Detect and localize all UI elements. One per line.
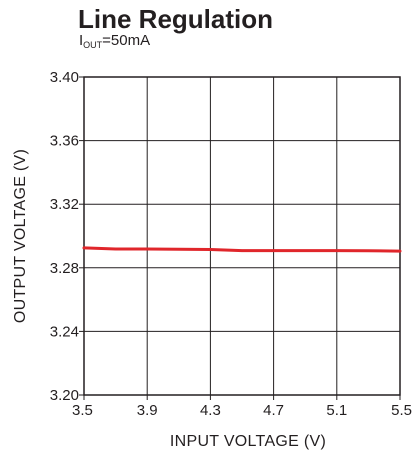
- chart-subtitle: IOUT=50mA: [79, 33, 150, 50]
- plot-frame: [83, 76, 401, 396]
- y-tick-label: 3.24: [50, 323, 79, 340]
- subtitle-subscript: OUT: [83, 40, 103, 50]
- y-tick-label: 3.40: [50, 69, 79, 86]
- series-line: [82, 246, 402, 253]
- x-tick-label: 3.9: [137, 402, 158, 419]
- chart-title: Line Regulation: [78, 4, 273, 34]
- subtitle-prefix: I: [79, 32, 84, 49]
- y-tick-label: 3.28: [50, 260, 79, 277]
- y-tick-labels: 3.20 3.24 3.28 3.32 3.36 3.40: [50, 69, 79, 404]
- y-tick-label: 3.36: [50, 133, 79, 150]
- y-axis-label: OUTPUT VOLTAGE (V): [12, 149, 29, 323]
- series-lines: [82, 246, 402, 253]
- grid-lines: [79, 76, 401, 400]
- y-tick-label: 3.20: [50, 387, 79, 404]
- y-tick-label: 3.32: [50, 196, 79, 213]
- x-axis-label: INPUT VOLTAGE (V): [170, 433, 326, 450]
- x-tick-label: 4.7: [263, 402, 284, 419]
- subtitle-suffix: =50mA: [102, 32, 151, 49]
- x-tick-label: 4.3: [200, 402, 221, 419]
- x-tick-label: 5.1: [326, 402, 347, 419]
- x-tick-label: 5.5: [391, 402, 412, 419]
- x-tick-label: 3.5: [72, 402, 93, 419]
- x-tick-labels: 3.5 3.9 4.3 4.7 5.1 5.5: [72, 402, 412, 419]
